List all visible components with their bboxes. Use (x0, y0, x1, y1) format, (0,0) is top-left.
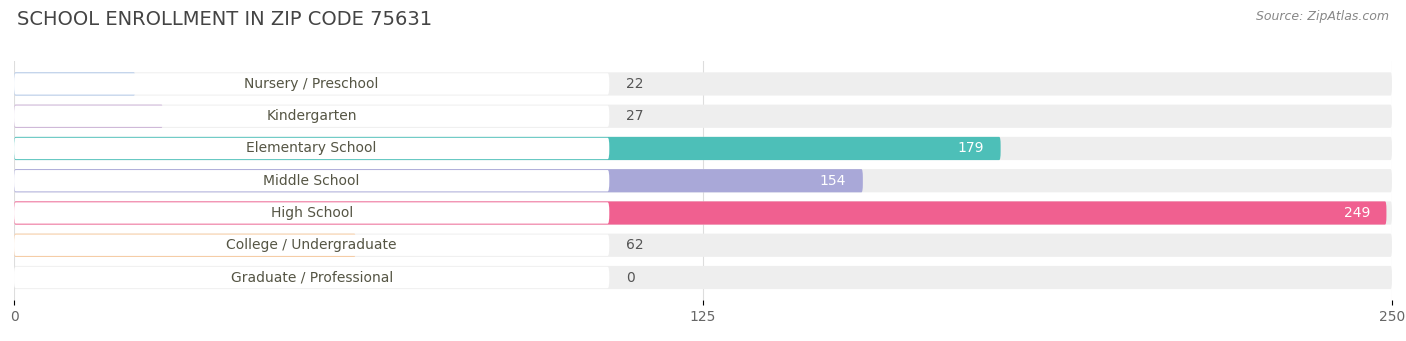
FancyBboxPatch shape (14, 267, 609, 288)
Text: Graduate / Professional: Graduate / Professional (231, 270, 392, 284)
Text: Source: ZipAtlas.com: Source: ZipAtlas.com (1256, 10, 1389, 23)
Text: 22: 22 (626, 77, 644, 91)
FancyBboxPatch shape (14, 235, 609, 256)
FancyBboxPatch shape (14, 138, 609, 159)
FancyBboxPatch shape (14, 72, 1392, 95)
Text: 62: 62 (626, 238, 644, 252)
FancyBboxPatch shape (14, 137, 1392, 160)
Text: 0: 0 (626, 270, 634, 284)
FancyBboxPatch shape (14, 137, 1001, 160)
Text: High School: High School (270, 206, 353, 220)
Text: SCHOOL ENROLLMENT IN ZIP CODE 75631: SCHOOL ENROLLMENT IN ZIP CODE 75631 (17, 10, 432, 29)
FancyBboxPatch shape (14, 169, 863, 192)
Text: Kindergarten: Kindergarten (266, 109, 357, 123)
FancyBboxPatch shape (14, 234, 356, 257)
FancyBboxPatch shape (14, 266, 1392, 289)
FancyBboxPatch shape (14, 73, 609, 95)
Text: 27: 27 (626, 109, 644, 123)
Text: Nursery / Preschool: Nursery / Preschool (245, 77, 378, 91)
Text: 249: 249 (1344, 206, 1369, 220)
FancyBboxPatch shape (14, 234, 1392, 257)
Text: Elementary School: Elementary School (246, 142, 377, 155)
FancyBboxPatch shape (14, 105, 1392, 128)
FancyBboxPatch shape (14, 202, 1386, 225)
FancyBboxPatch shape (14, 202, 609, 224)
FancyBboxPatch shape (14, 169, 1392, 192)
Text: 154: 154 (820, 174, 846, 188)
Text: Middle School: Middle School (263, 174, 360, 188)
FancyBboxPatch shape (14, 202, 1392, 225)
Text: 179: 179 (957, 142, 984, 155)
FancyBboxPatch shape (14, 72, 135, 95)
Text: College / Undergraduate: College / Undergraduate (226, 238, 396, 252)
FancyBboxPatch shape (14, 105, 163, 128)
FancyBboxPatch shape (14, 105, 609, 127)
FancyBboxPatch shape (14, 170, 609, 191)
